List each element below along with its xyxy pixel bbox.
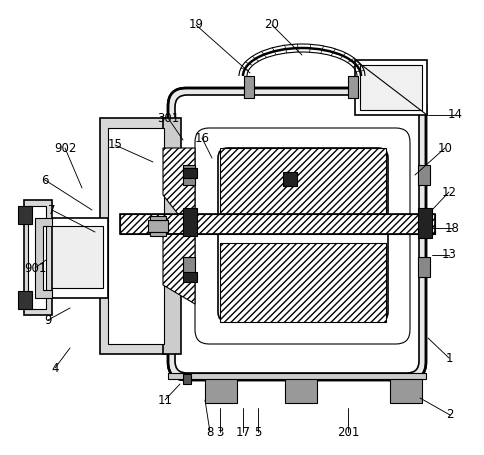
FancyBboxPatch shape <box>175 95 419 373</box>
Bar <box>163 118 181 354</box>
Text: 13: 13 <box>441 248 456 262</box>
Bar <box>418 257 430 277</box>
Bar <box>24 200 52 315</box>
Bar <box>18 291 32 309</box>
Bar <box>183 165 195 185</box>
Text: 11: 11 <box>157 394 172 406</box>
Bar <box>108 128 164 344</box>
Text: 2: 2 <box>446 409 454 421</box>
Text: 8: 8 <box>206 425 214 439</box>
Bar <box>183 208 197 236</box>
Text: 3: 3 <box>216 425 224 439</box>
Bar <box>283 172 297 186</box>
Text: 5: 5 <box>254 425 262 439</box>
Bar <box>150 216 166 220</box>
Text: 7: 7 <box>48 203 56 217</box>
Bar <box>183 257 195 277</box>
Text: 1: 1 <box>445 352 453 364</box>
FancyBboxPatch shape <box>218 148 388 322</box>
Bar <box>28 206 46 309</box>
FancyBboxPatch shape <box>195 128 410 344</box>
Text: 12: 12 <box>441 186 456 198</box>
Text: 14: 14 <box>448 108 463 121</box>
Polygon shape <box>163 148 195 214</box>
Bar <box>244 76 254 98</box>
Bar <box>35 218 108 298</box>
Bar <box>148 220 168 232</box>
Bar <box>360 65 422 110</box>
Text: 16: 16 <box>195 131 210 145</box>
Bar <box>183 374 191 384</box>
Text: 9: 9 <box>44 313 52 327</box>
Text: 17: 17 <box>236 425 251 439</box>
Bar <box>418 208 432 238</box>
Bar <box>183 272 197 282</box>
Bar <box>150 232 166 236</box>
Text: 19: 19 <box>188 19 203 31</box>
Bar <box>43 226 103 288</box>
Bar <box>205 375 237 403</box>
Text: 15: 15 <box>107 138 122 152</box>
Bar <box>418 165 430 185</box>
Text: 201: 201 <box>337 425 359 439</box>
Text: 901: 901 <box>24 262 46 274</box>
Text: 301: 301 <box>157 111 179 125</box>
Text: 4: 4 <box>51 362 59 374</box>
Bar <box>183 168 197 178</box>
Text: 20: 20 <box>265 19 279 31</box>
Bar <box>168 373 426 379</box>
Bar <box>18 206 32 224</box>
Bar <box>120 214 435 234</box>
Polygon shape <box>35 218 52 298</box>
Polygon shape <box>163 234 195 304</box>
Bar <box>355 60 427 115</box>
Bar <box>348 76 358 98</box>
Bar <box>100 118 168 354</box>
Bar <box>220 243 386 322</box>
Bar <box>220 148 386 227</box>
Bar <box>390 375 422 403</box>
Text: 902: 902 <box>54 142 76 155</box>
Bar <box>285 375 317 403</box>
FancyBboxPatch shape <box>168 88 426 380</box>
Bar <box>120 214 435 234</box>
Text: 6: 6 <box>41 173 49 187</box>
Text: 10: 10 <box>438 142 453 155</box>
Text: 18: 18 <box>445 222 459 234</box>
